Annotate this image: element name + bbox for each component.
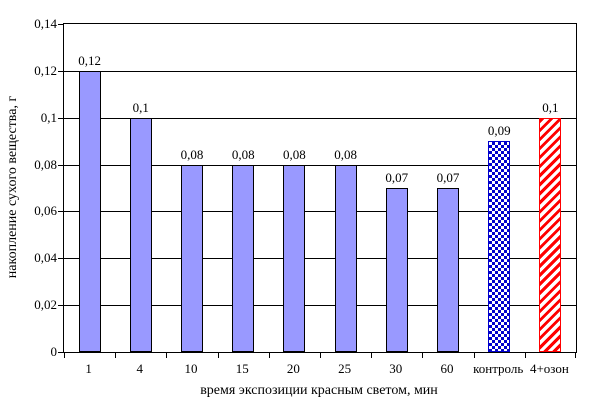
x-axis-tick-label: 4+озон — [529, 361, 569, 376]
bar-value-label: 0,08 — [283, 146, 306, 162]
bar-value-label: 0,08 — [231, 146, 255, 162]
x-axis-tick — [320, 352, 321, 358]
y-axis-tick-label: 0 — [50, 344, 58, 359]
bar-value-label: 0,08 — [334, 146, 357, 162]
x-axis-title: время экспозиции красным светом, мин — [200, 383, 438, 398]
bar-value-label: 0,07 — [385, 170, 409, 185]
bar-value-label: 0,08 — [180, 146, 204, 162]
bar-15 — [232, 164, 255, 352]
x-axis-tick — [218, 352, 219, 358]
x-axis-tick-label: 4 — [136, 361, 144, 376]
x-axis-tick-label: 30 — [389, 361, 403, 376]
bar-10 — [181, 164, 203, 352]
bar-1 — [78, 70, 101, 352]
bar-20 — [283, 164, 306, 352]
bar-контроль — [488, 141, 511, 352]
gridline — [64, 305, 576, 307]
x-axis-tick-label: контроль — [473, 361, 524, 376]
y-axis-tick-label: 0,08 — [34, 156, 57, 172]
bar-value-label: 0,12 — [78, 52, 101, 68]
y-axis-tick — [58, 305, 64, 307]
bar-25 — [334, 164, 357, 352]
x-axis-tick-label: 10 — [184, 361, 198, 376]
x-axis-tick — [269, 352, 270, 358]
gridline — [64, 117, 576, 119]
x-axis-tick — [422, 352, 423, 358]
gridline — [64, 211, 576, 213]
y-axis-tick — [58, 70, 64, 72]
gridline — [64, 164, 576, 166]
x-axis-tick — [64, 352, 65, 358]
x-axis-tick-labels: 1 4 10 15 20 25 30 60 контроль 4+озон — [63, 361, 575, 377]
y-axis-tick-label: 0,04 — [34, 250, 57, 266]
y-axis-tick — [58, 24, 64, 25]
x-axis-tick-label: 25 — [338, 361, 352, 376]
x-axis-tick — [575, 352, 576, 358]
x-axis-tick-label: 1 — [85, 361, 92, 376]
bar-4 — [129, 117, 152, 352]
plot-area: 0,12 0,1 0,08 0,08 0,08 0,08 0,07 0,07 0,09 0,1 — [58, 23, 577, 358]
y-axis-tick — [58, 258, 64, 260]
bar-60 — [437, 188, 459, 352]
x-axis-tick-label: 60 — [440, 361, 454, 376]
x-axis-tick — [166, 352, 167, 358]
y-axis-tick-label: 0,02 — [34, 297, 57, 313]
y-axis-tick-label: 0,06 — [34, 203, 57, 219]
bar-value-label: 0,1 — [132, 99, 149, 115]
gridline — [64, 70, 576, 72]
y-axis-tick-label: 0,1 — [40, 109, 57, 125]
bar-30 — [385, 188, 408, 352]
bar-value-label: 0,07 — [436, 170, 460, 185]
x-axis-tick — [371, 352, 372, 358]
x-axis-tick-label: 20 — [286, 361, 300, 376]
bar-value-label: 0,09 — [487, 123, 511, 139]
x-axis-tick-label: 15 — [235, 361, 249, 376]
bar-4+озон — [539, 117, 562, 352]
y-axis-tick-label: 0,12 — [34, 62, 57, 78]
x-axis-tick — [474, 352, 475, 358]
gridline — [64, 258, 576, 260]
y-axis-tick — [58, 352, 64, 353]
x-axis-tick — [525, 352, 526, 358]
y-axis-tick-label: 0,14 — [34, 16, 57, 31]
y-axis-tick — [58, 164, 64, 166]
bar-value-label: 0,1 — [542, 99, 559, 115]
y-axis-tick — [58, 211, 64, 213]
x-axis-tick — [115, 352, 116, 358]
y-axis-tick — [58, 117, 64, 119]
